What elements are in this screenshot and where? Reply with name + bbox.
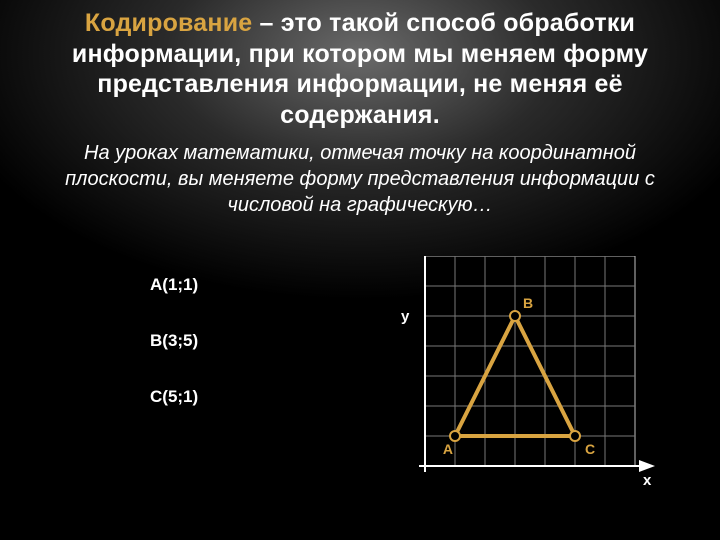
chart-svg: А В С <box>395 256 685 526</box>
svg-text:С: С <box>585 441 595 457</box>
point-c-text: С(5;1) <box>150 387 198 407</box>
point-a-text: А(1;1) <box>150 275 198 295</box>
coordinate-chart: А В С у х <box>395 256 685 526</box>
slide-subtitle: На уроках математики, отмечая точку на к… <box>40 140 680 218</box>
svg-text:А: А <box>443 441 453 457</box>
title-highlight: Кодирование <box>85 9 253 37</box>
svg-text:В: В <box>523 295 533 311</box>
y-axis-label: у <box>401 308 409 325</box>
coordinate-list: А(1;1) В(3;5) С(5;1) <box>150 275 198 443</box>
slide: Кодирование – это такой способ обработки… <box>0 0 720 540</box>
slide-title: Кодирование – это такой способ обработки… <box>40 8 680 130</box>
point-b-text: В(3;5) <box>150 331 198 351</box>
x-axis-label: х <box>643 472 651 489</box>
